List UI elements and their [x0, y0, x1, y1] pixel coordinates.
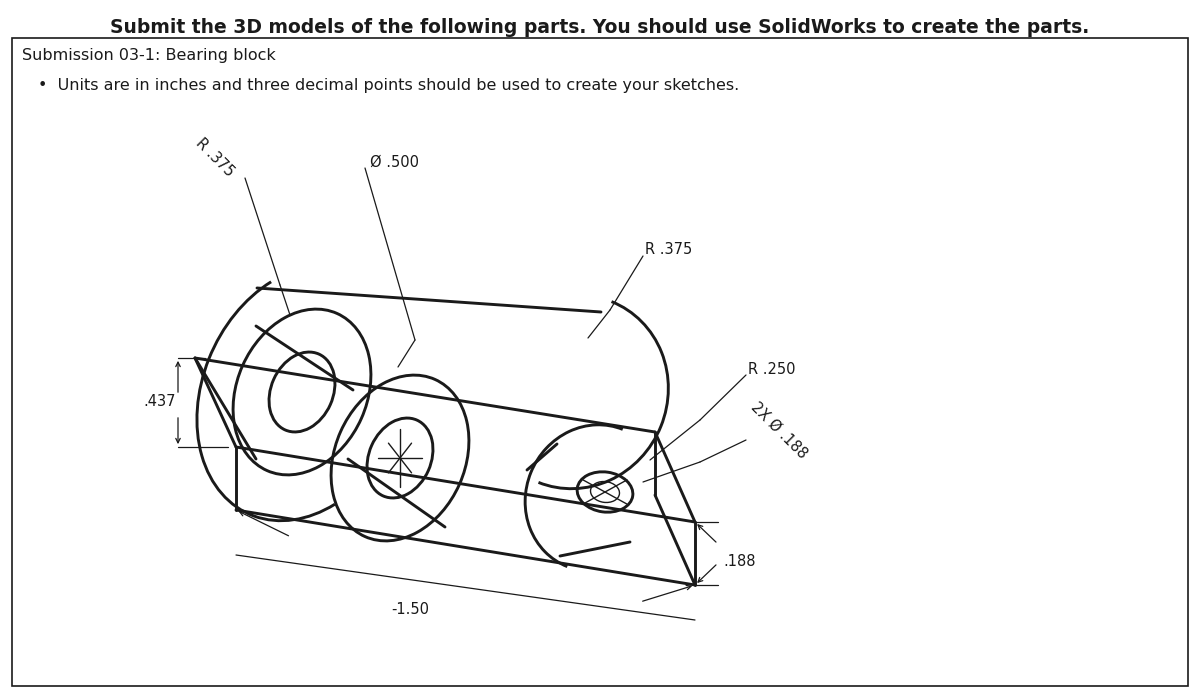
Text: Submission 03-1: Bearing block: Submission 03-1: Bearing block [22, 48, 276, 63]
Text: Submit the 3D models of the following parts. You should use SolidWorks to create: Submit the 3D models of the following pa… [110, 18, 1090, 37]
Text: R .375: R .375 [646, 242, 692, 258]
Text: -1.50: -1.50 [391, 602, 430, 618]
Text: •  Units are in inches and three decimal points should be used to create your sk: • Units are in inches and three decimal … [38, 78, 739, 93]
Text: R .250: R .250 [748, 362, 796, 378]
Text: .437: .437 [144, 394, 176, 410]
Text: 2X Ø .188: 2X Ø .188 [748, 399, 810, 461]
Text: R .375: R .375 [193, 136, 238, 180]
Text: Ø .500: Ø .500 [370, 154, 419, 170]
Text: .188: .188 [722, 554, 756, 569]
